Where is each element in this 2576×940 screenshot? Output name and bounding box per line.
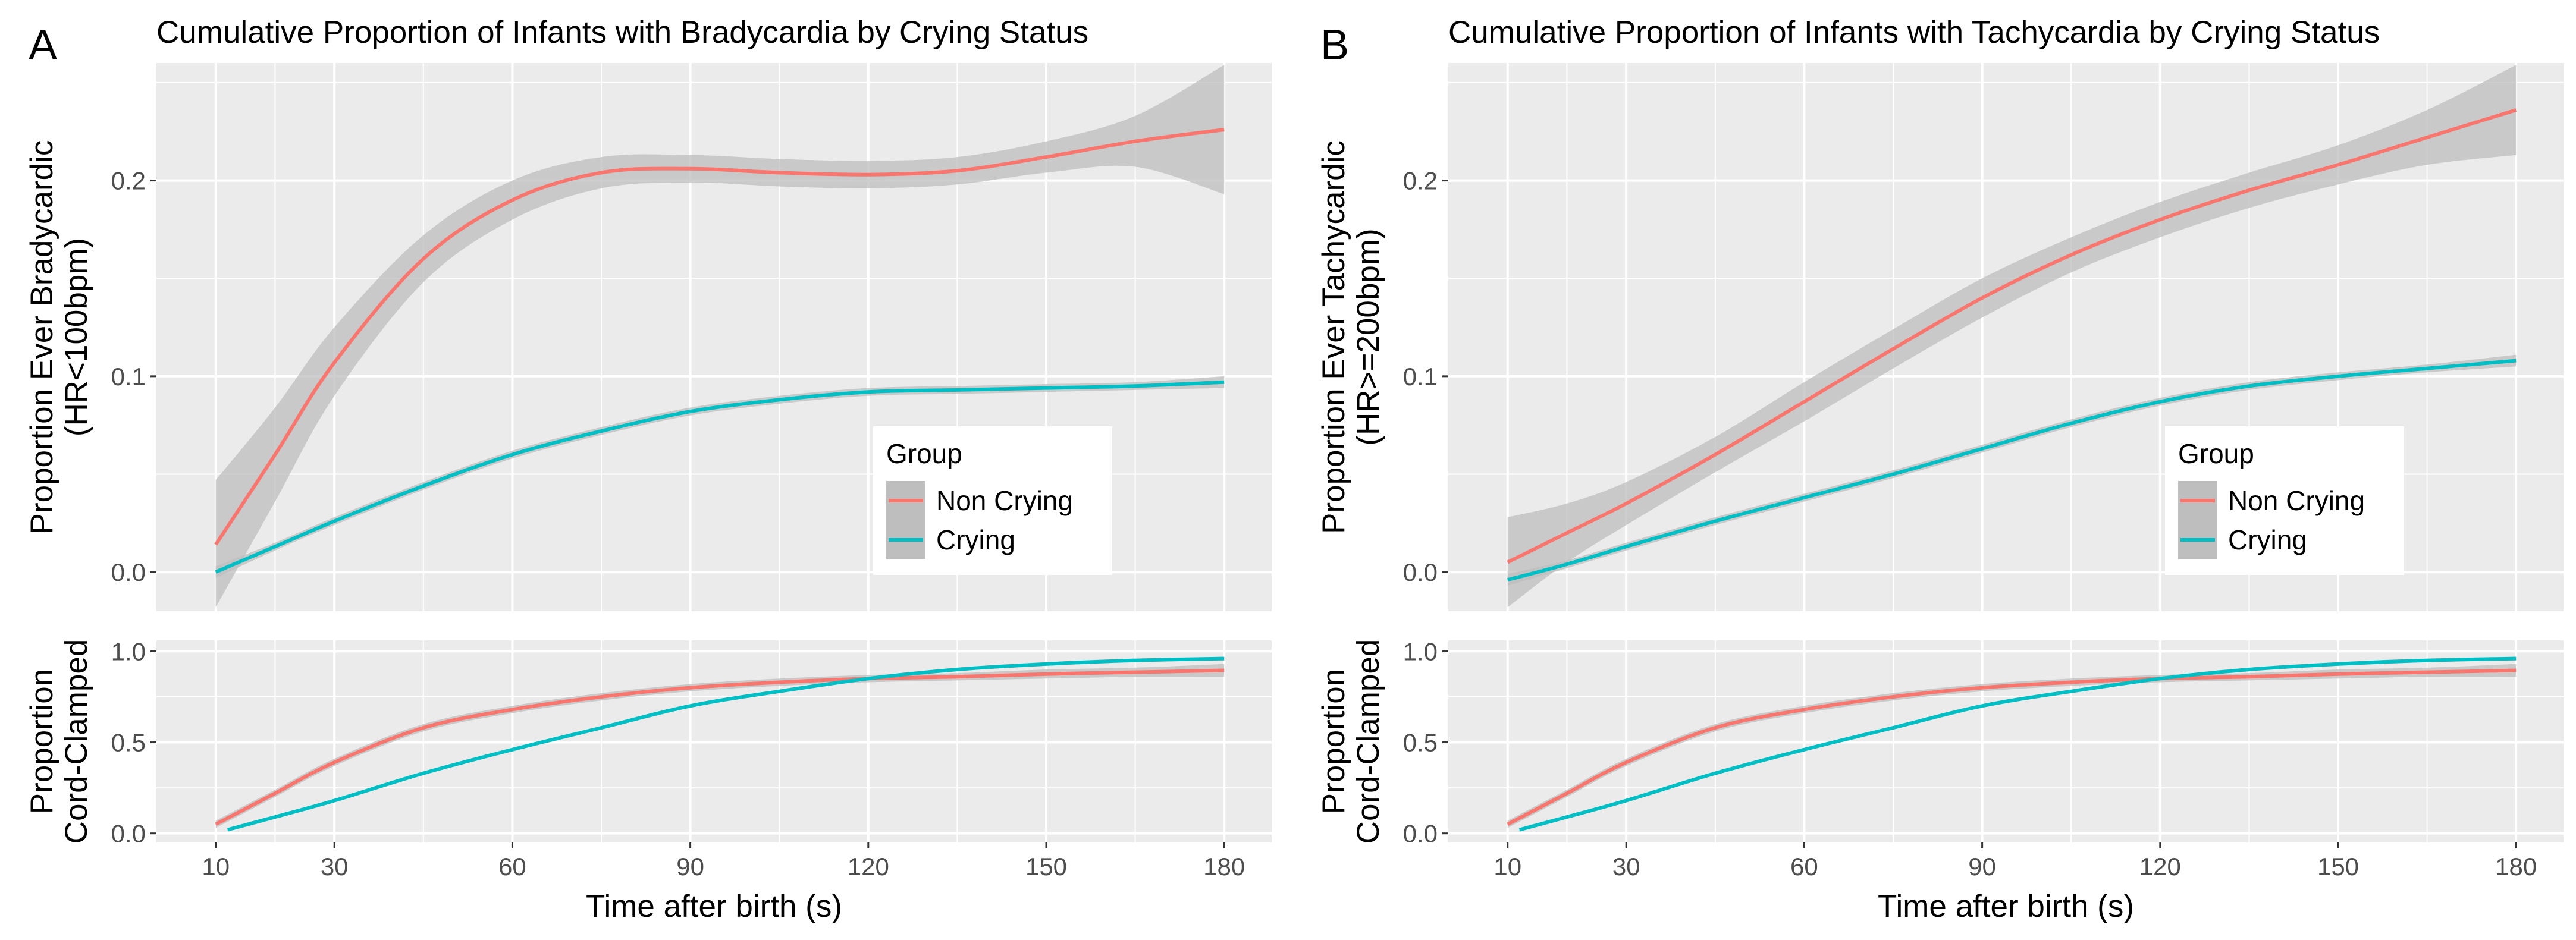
x-axis-title: Time after birth (s) (586, 889, 842, 924)
x-tick-label: 30 (1612, 853, 1640, 881)
legend-label-crying: Crying (2228, 524, 2307, 555)
x-tick-label: 30 (321, 853, 349, 881)
x-tick-label: 150 (1025, 853, 1067, 881)
series-line-non-crying (1507, 108, 2517, 564)
x-tick-label: 90 (676, 853, 704, 881)
series-line-crying (227, 656, 1225, 832)
panel-letter: B (1320, 21, 1349, 69)
legend-title: Group (886, 438, 962, 469)
legend-label-non-crying: Non Crying (936, 485, 1073, 516)
y-axis-title-line2: Cord-Clamped (59, 639, 94, 844)
series-line-crying (215, 380, 1225, 574)
y-tick-label: 0.0 (1403, 558, 1438, 586)
x-axis-title: Time after birth (s) (1878, 889, 2134, 924)
y-tick-label: 0.5 (1403, 729, 1438, 757)
chart-title: Cumulative Proportion of Infants with Ta… (1448, 15, 2380, 50)
y-axis-title-line2: (HR>=200bpm) (1351, 228, 1386, 445)
series-line-non-crying (1507, 668, 2517, 826)
y-axis-title-line1: Proportion Ever Tachycardic (1316, 140, 1351, 534)
legend: Group Non Crying Crying (873, 426, 1112, 575)
panel-a: A Cumulative Proportion of Infants with B… (24, 15, 1272, 924)
ci-band-non-crying (215, 65, 1225, 608)
y-tick-label: 0.0 (111, 558, 146, 586)
y-axis-title-line2: (HR<100bpm) (59, 238, 94, 436)
y-axis-title-line1: Proportion (1316, 669, 1351, 815)
legend-label-crying: Crying (936, 524, 1015, 555)
y-axis-title: ProportionCord-Clamped (1316, 639, 1386, 844)
series-line-crying (1507, 359, 2517, 582)
series-line-crying (1518, 656, 2517, 832)
legend: Group Non Crying Crying (2165, 426, 2404, 575)
y-tick-label: 0.0 (111, 820, 146, 848)
y-tick-label: 0.2 (111, 167, 146, 195)
panel-b: B Cumulative Proportion of Infants with T… (1316, 15, 2564, 924)
y-axis-title: Proportion Ever Bradycardic(HR<100bpm) (24, 140, 94, 535)
x-tick-label: 60 (498, 853, 526, 881)
y-tick-label: 0.1 (1403, 363, 1438, 391)
y-axis-title-line1: Proportion Ever Bradycardic (24, 140, 59, 535)
x-tick-label: 180 (2495, 853, 2537, 881)
x-tick-label: 180 (1203, 853, 1245, 881)
y-axis-title: ProportionCord-Clamped (24, 639, 94, 844)
y-tick-label: 1.0 (1403, 637, 1438, 665)
series-line-non-crying (214, 128, 1225, 546)
y-axis-title: Proportion Ever Tachycardic(HR>=200bpm) (1316, 140, 1386, 534)
y-axis-title-line1: Proportion (24, 669, 59, 815)
y-tick-label: 0.2 (1403, 167, 1438, 195)
series-line-non-crying (215, 668, 1225, 826)
y-tick-label: 0.0 (1403, 820, 1438, 848)
y-axis-title-line2: Cord-Clamped (1351, 639, 1386, 844)
y-tick-label: 0.1 (111, 363, 146, 391)
ci-band-non-crying (1507, 65, 2517, 608)
y-tick-label: 1.0 (111, 637, 146, 665)
legend-title: Group (2178, 438, 2254, 469)
x-tick-label: 60 (1790, 853, 1818, 881)
x-tick-label: 120 (2139, 853, 2181, 881)
x-tick-label: 10 (1493, 853, 1521, 881)
panel-letter: A (29, 21, 57, 69)
legend-label-non-crying: Non Crying (2228, 485, 2365, 516)
x-tick-label: 120 (848, 853, 889, 881)
chart-title: Cumulative Proportion of Infants with Br… (156, 15, 1088, 50)
x-tick-label: 90 (1968, 853, 1996, 881)
x-tick-label: 150 (2317, 853, 2359, 881)
x-tick-label: 10 (202, 853, 230, 881)
y-tick-label: 0.5 (111, 729, 146, 757)
